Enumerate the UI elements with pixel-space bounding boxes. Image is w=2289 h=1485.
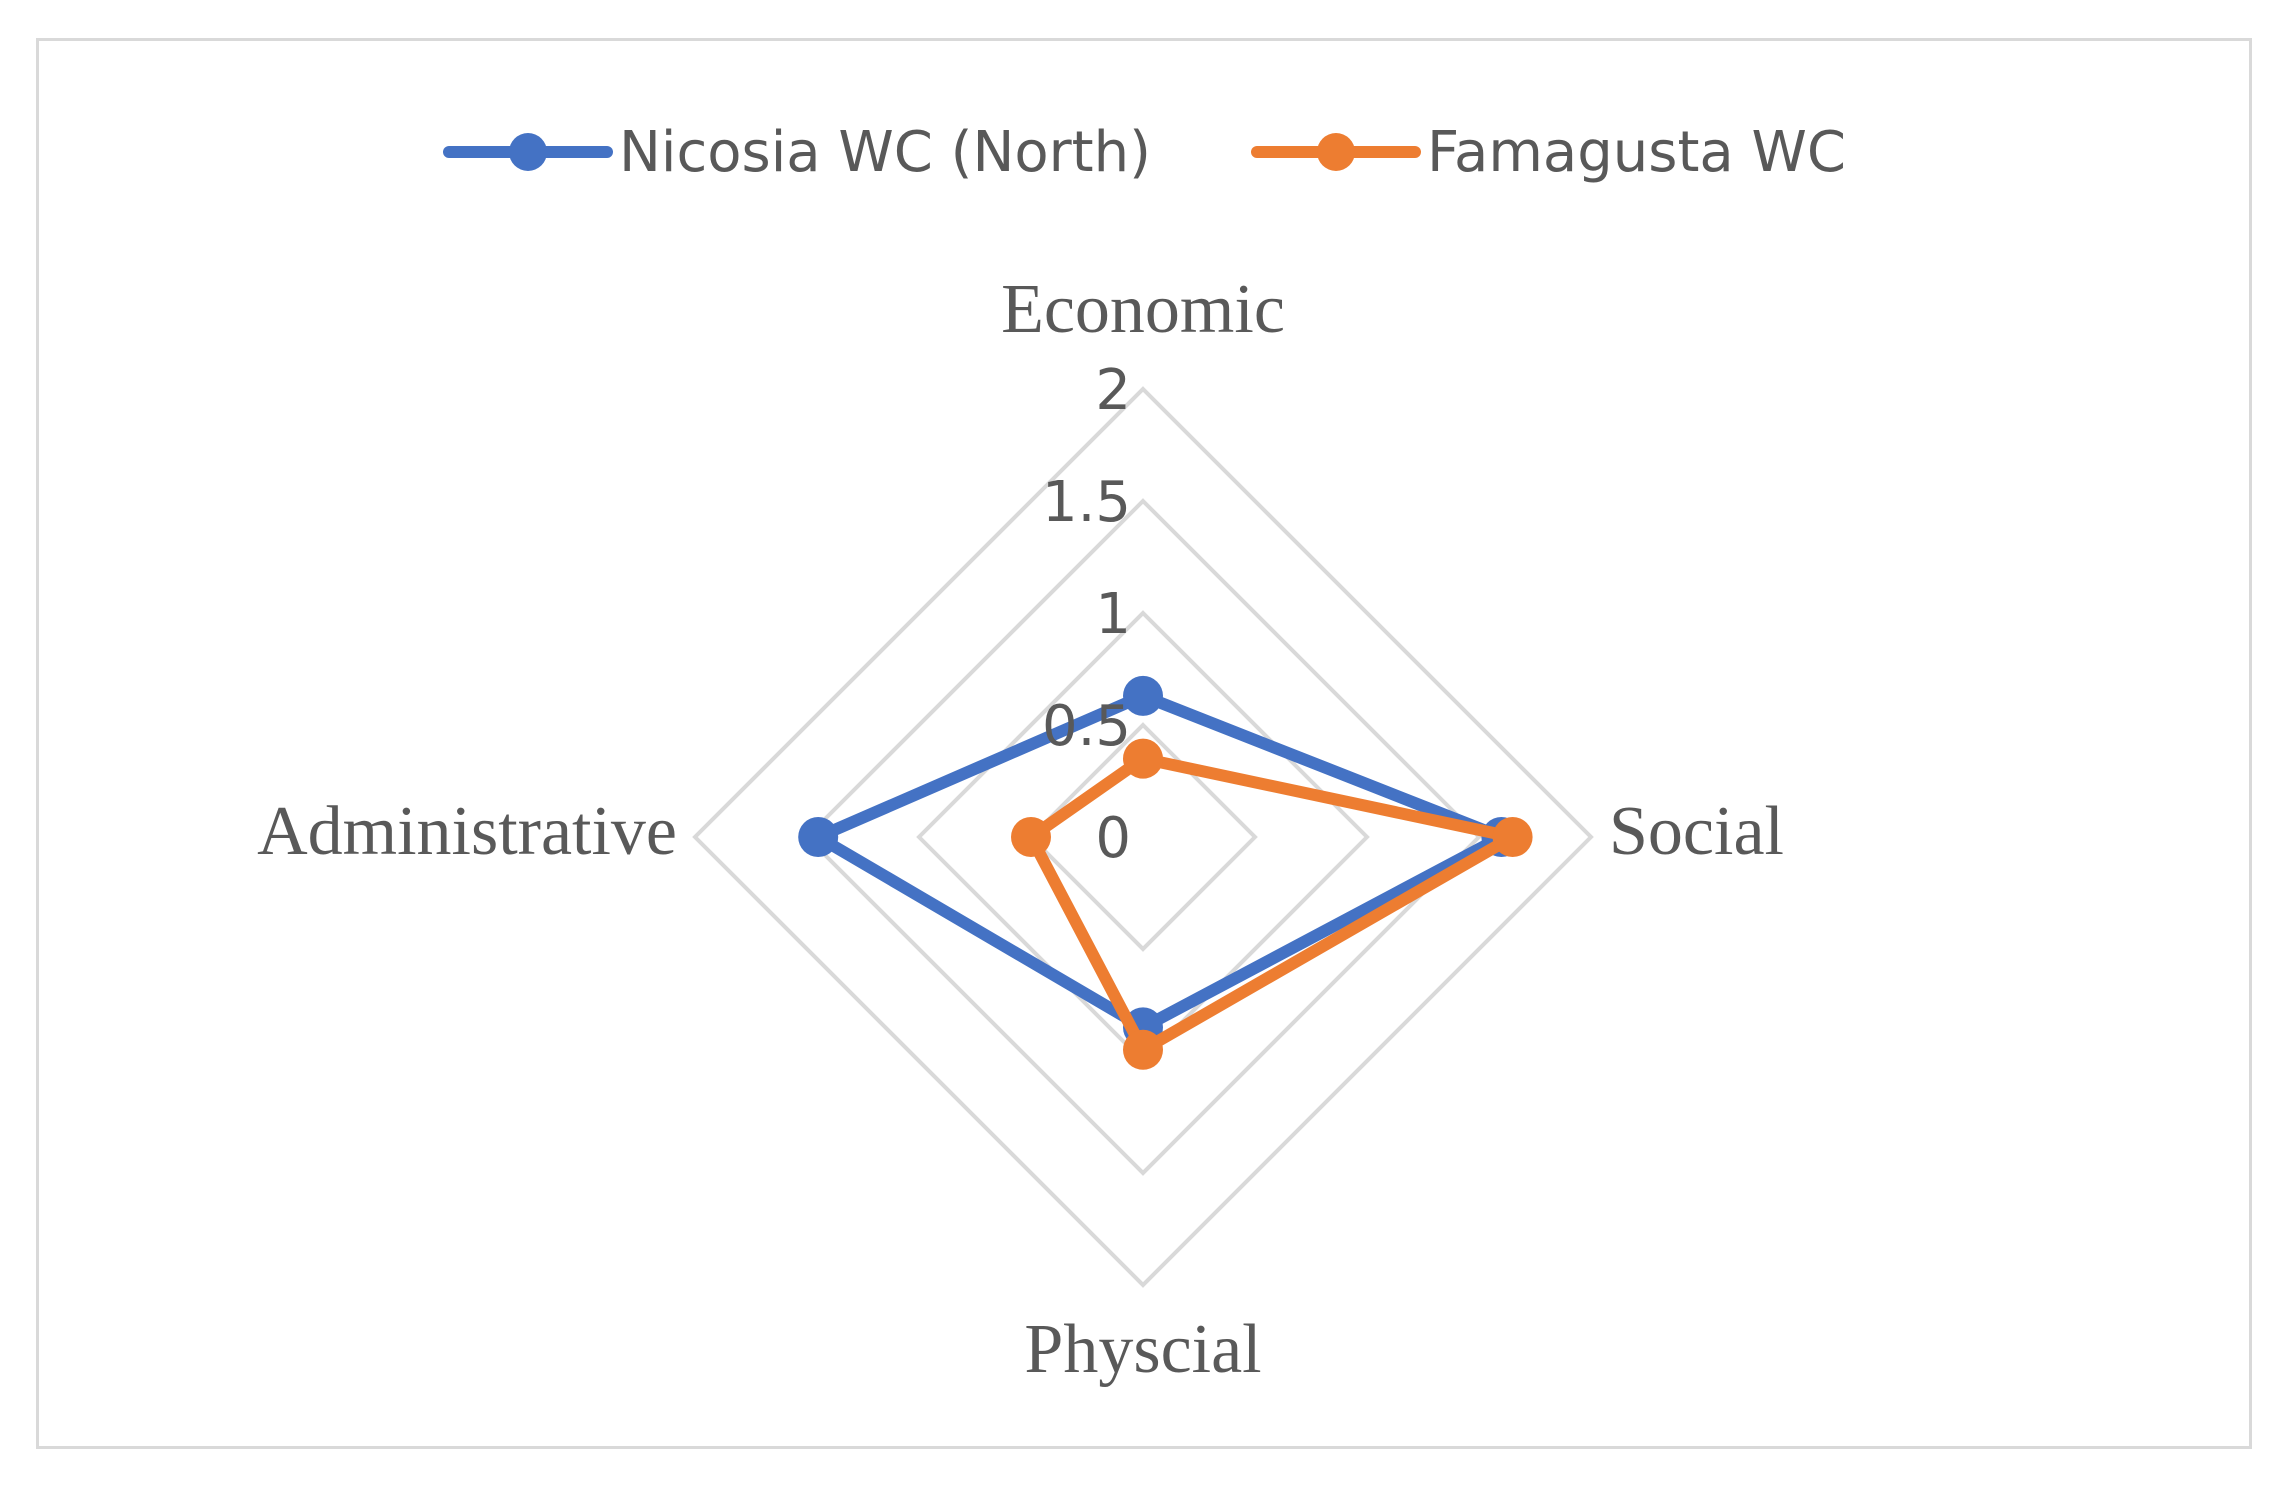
series-1-point-0 xyxy=(1123,738,1163,779)
tick-label-1: 0.5 xyxy=(1042,694,1131,759)
grid-ring-1 xyxy=(1028,722,1258,952)
axis-label-social: Social xyxy=(1609,793,1784,870)
legend-marker-famagusta xyxy=(1250,133,1421,171)
legend-marker-nicosia xyxy=(443,133,614,171)
grid-ring-3 xyxy=(804,498,1482,1176)
tick-label-4: 2 xyxy=(1095,358,1131,423)
legend: Nicosia WC (North) Famagusta WC xyxy=(0,112,2289,192)
legend-label-nicosia: Nicosia WC (North) xyxy=(619,119,1151,185)
legend-item-famagusta: Famagusta WC xyxy=(1250,119,1846,185)
series-0-point-3 xyxy=(798,817,839,857)
series-0-point-0 xyxy=(1123,675,1163,716)
series-1-point-3 xyxy=(1011,817,1051,857)
tick-label-2: 1 xyxy=(1095,582,1131,647)
legend-item-nicosia: Nicosia WC (North) xyxy=(443,120,1151,185)
grid-ring-4 xyxy=(692,386,1594,1288)
series-line-0 xyxy=(812,689,1508,1034)
axis-label-economic: Economic xyxy=(1001,271,1285,348)
series-1-point-2 xyxy=(1123,1029,1163,1070)
tick-label-0: 0 xyxy=(1095,806,1131,871)
tick-label-3: 1.5 xyxy=(1042,470,1131,535)
axis-label-administrative: Administrative xyxy=(257,793,677,870)
series-1-point-1 xyxy=(1492,817,1533,857)
axis-label-physcial: Physcial xyxy=(1024,1311,1261,1388)
legend-label-famagusta: Famagusta WC xyxy=(1426,119,1846,185)
